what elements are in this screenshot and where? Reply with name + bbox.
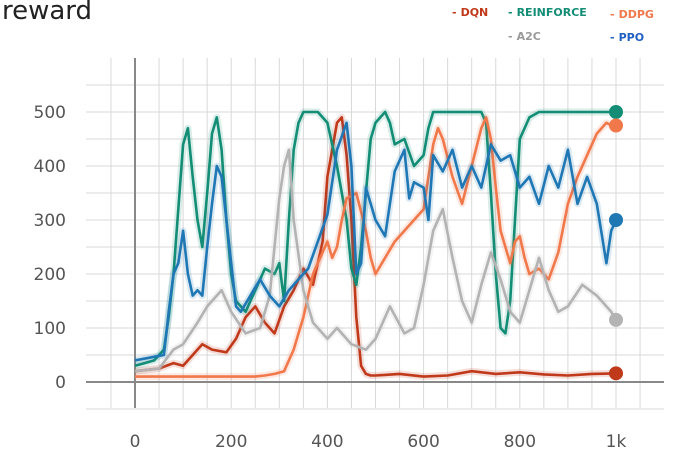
legend-item-reinforce: - REINFORCE: [508, 6, 587, 19]
y-tick-label: 300: [34, 211, 66, 231]
x-tick-label: 0: [130, 432, 141, 452]
x-tick-label: 800: [504, 432, 536, 452]
y-tick-label: 100: [34, 319, 66, 339]
end-marker-dqn: [609, 366, 623, 381]
series-line-a2c: [134, 148, 618, 373]
end-marker-a2c: [609, 312, 623, 327]
series-line-dqn: [134, 116, 617, 378]
legend-label-dqn: DQN: [460, 6, 489, 19]
legend-swatch-ddpg: -: [610, 8, 615, 21]
x-tick-label: 1k: [606, 432, 627, 452]
legend-label-reinforce: REINFORCE: [516, 6, 587, 19]
y-tick-label: 400: [34, 157, 66, 177]
legend-swatch-dqn: -: [452, 6, 457, 19]
end-marker-ppo: [609, 213, 623, 227]
series-line-reinforce: [134, 110, 616, 368]
y-tick-label: 500: [34, 103, 66, 123]
legend-swatch-reinforce: -: [508, 6, 513, 19]
x-tick-label: 600: [407, 432, 439, 452]
legend-swatch-ppo: -: [610, 31, 615, 44]
legend-label-ddpg: DDPG: [618, 8, 654, 21]
x-tick-label: 200: [215, 432, 247, 452]
legend-label-ppo: PPO: [618, 31, 645, 44]
legend-item-ppo: - PPO: [610, 31, 644, 44]
end-marker-reinforce: [609, 105, 623, 119]
chart-title: reward: [2, 0, 93, 26]
chart-end-markers: [609, 105, 623, 381]
chart-tick-labels: 0 100 200 300 400 500 0 200 400 600 800 1k: [34, 103, 627, 452]
legend-swatch-a2c: -: [508, 30, 513, 43]
y-tick-label: 0: [55, 373, 66, 393]
legend-item-dqn: - DQN: [452, 6, 488, 19]
y-tick-label: 200: [34, 265, 66, 285]
legend-label-a2c: A2C: [516, 30, 541, 43]
end-marker-ddpg: [609, 118, 623, 133]
series-line-ppo: [134, 121, 618, 362]
series-line-ddpg: [135, 116, 617, 378]
chart-series: [134, 108, 620, 381]
x-tick-label: 400: [311, 432, 343, 452]
chart-axes: [86, 58, 664, 408]
legend-item-ddpg: - DDPG: [610, 8, 654, 21]
legend-item-a2c: - A2C: [508, 30, 541, 43]
